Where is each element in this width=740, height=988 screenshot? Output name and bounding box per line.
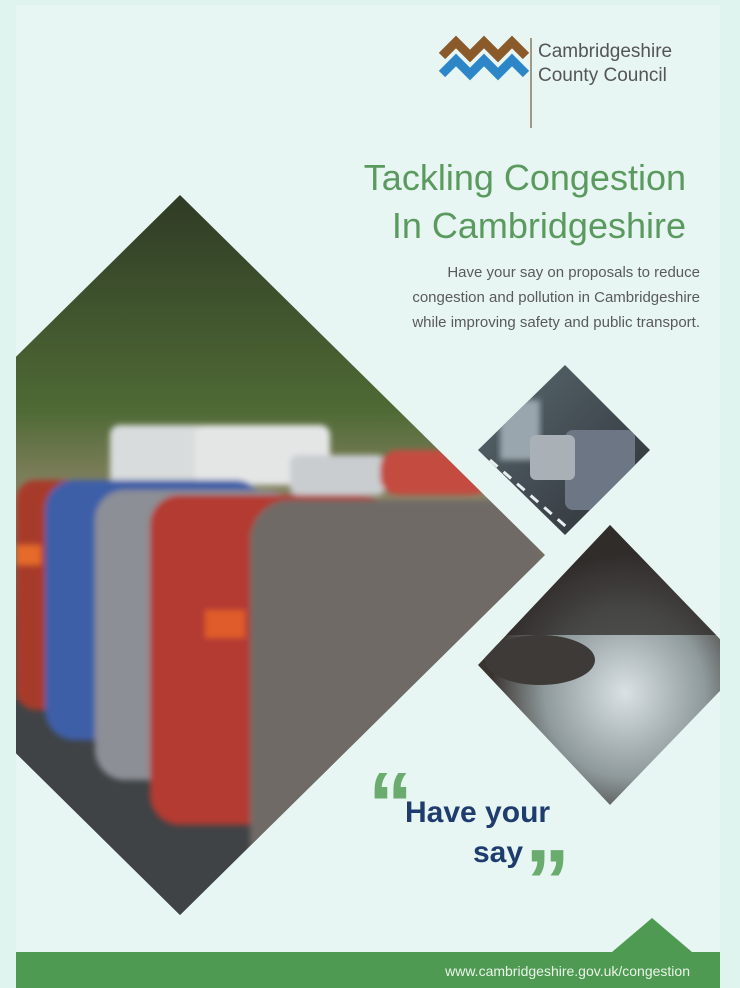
quote-text: Have your — [405, 796, 550, 829]
footer-url: www.cambridgeshire.gov.uk/congestion — [444, 963, 690, 979]
quote-mark: ” — [525, 832, 570, 932]
subtitle: congestion and pollution in Cambridgeshi… — [412, 289, 700, 306]
page-area: Cambridgeshire County Council Tackling C… — [0, 5, 740, 988]
quote-text: say — [473, 836, 523, 869]
subtitle: Have your say on proposals to reduce — [447, 264, 700, 281]
subtitle: while improving safety and public transp… — [411, 314, 700, 331]
title: In Cambridgeshire — [392, 205, 686, 246]
page: Cambridgeshire County Council Tackling C… — [0, 0, 740, 988]
brochure-cover: Cambridgeshire County Council Tackling C… — [0, 0, 740, 988]
title: Tackling Congestion — [364, 157, 686, 198]
logo-text: Cambridgeshire — [538, 41, 672, 62]
logo-text: County Council — [538, 65, 667, 86]
